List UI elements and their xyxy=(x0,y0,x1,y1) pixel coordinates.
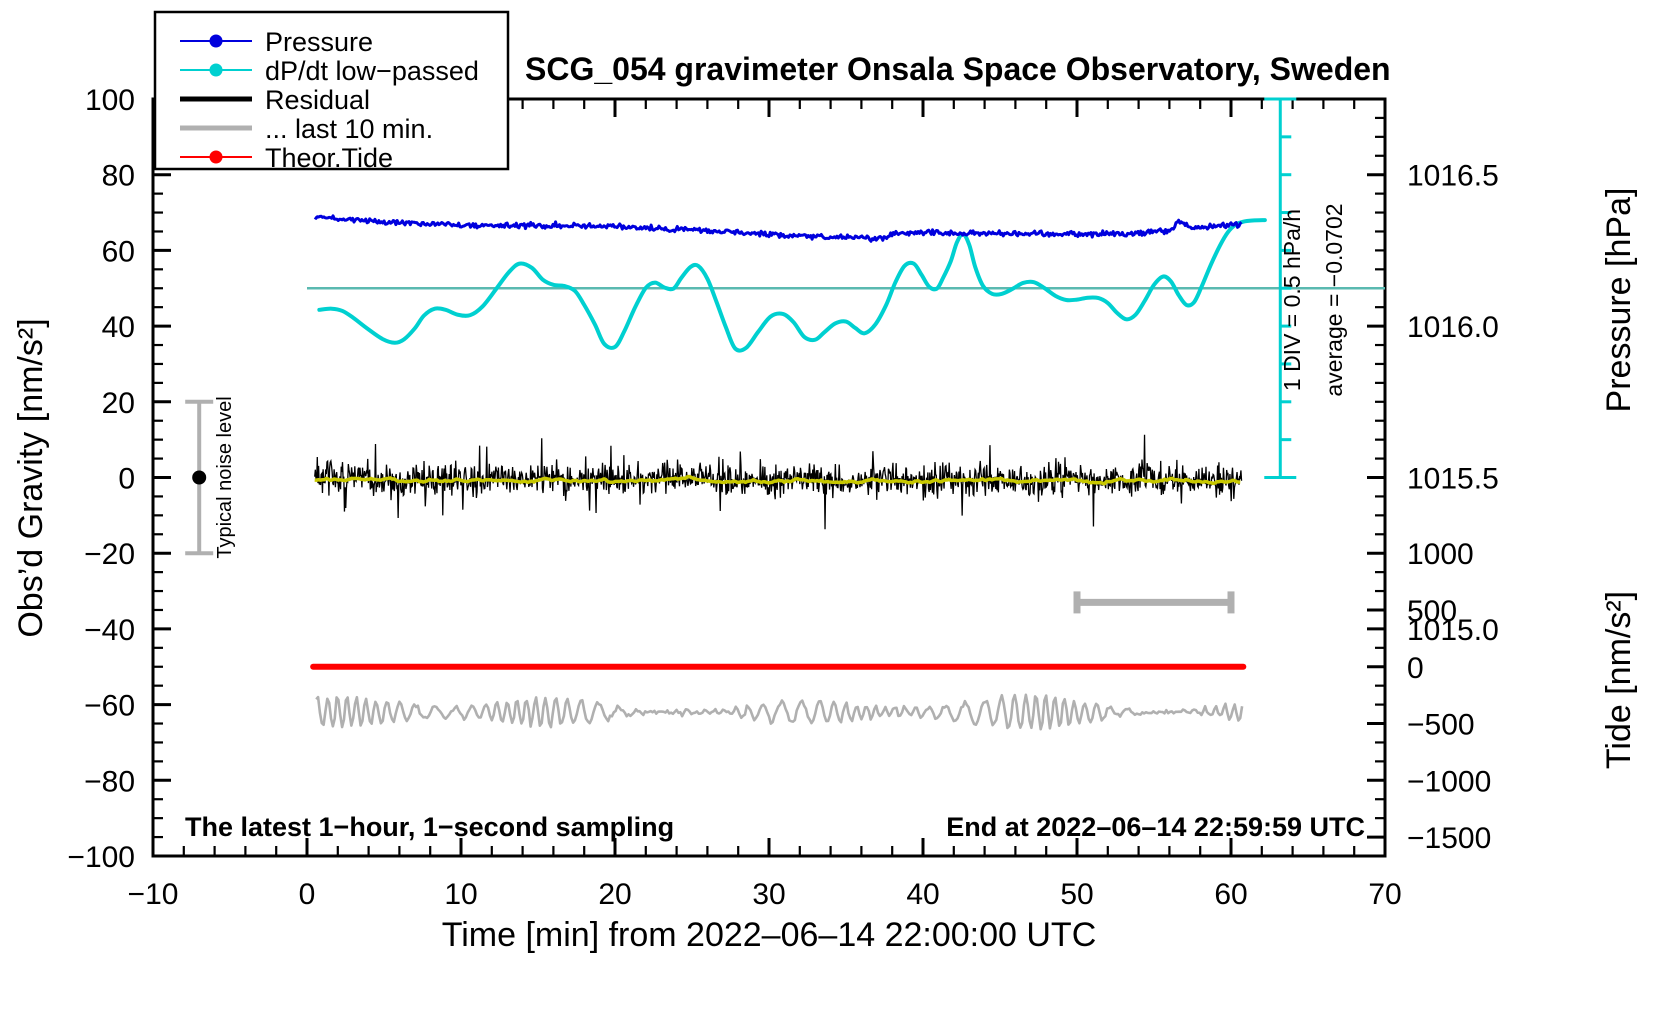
legend-marker xyxy=(209,63,223,77)
y-axis-minor-ticks xyxy=(153,116,163,839)
y-tick-label: 60 xyxy=(102,235,135,268)
div-scale-note: 1 DIV = 0.5 hPa/h xyxy=(1279,209,1305,391)
last-10-min-bracket xyxy=(1073,591,1235,614)
x-tick-label: 20 xyxy=(598,878,631,911)
legend-label-2: dP/dt low−passed xyxy=(265,56,479,86)
legend-marker xyxy=(209,150,223,164)
legend-label-3: Residual xyxy=(265,85,370,115)
x-tick-label: −10 xyxy=(128,878,179,911)
x-axis-tick-labels: −10 0 10 20 30 40 50 60 70 xyxy=(128,878,1402,911)
legend-label-5: Theor.Tide xyxy=(265,143,393,173)
end-time-note: End at 2022–06–14 22:59:59 UTC xyxy=(946,812,1365,842)
y-tick-label: −20 xyxy=(84,538,135,571)
tide-tick-label: 0 xyxy=(1407,652,1424,685)
tide-tick-label: 1000 xyxy=(1407,538,1474,571)
tide-tick-label: −1000 xyxy=(1407,765,1491,798)
right-axis-minor-ticks xyxy=(1375,97,1385,858)
sampling-note: The latest 1−hour, 1−second sampling xyxy=(185,812,674,842)
chart-title: SCG_054 gravimeter Onsala Space Observat… xyxy=(525,51,1391,87)
y-tick-label: −100 xyxy=(67,841,135,874)
dpdt-lowpassed-trace xyxy=(317,218,1267,353)
pressure-tick-label: 1015.5 xyxy=(1407,463,1499,496)
average-note: average = −0.0702 xyxy=(1321,203,1347,396)
tide-axis-title: Tide [nm/s²] xyxy=(1600,591,1638,769)
x-tick-label: 10 xyxy=(444,878,477,911)
pressure-axis-title: Pressure [hPa] xyxy=(1600,188,1638,413)
pressure-trace xyxy=(313,214,1243,243)
y-tick-label: 0 xyxy=(118,463,135,496)
x-axis-title: Time [min] from 2022–06–14 22:00:00 UTC xyxy=(442,916,1097,954)
y-axis-tick-labels: 100 80 60 40 20 0 −20 −40 −60 −80 −100 xyxy=(67,84,135,874)
residual-smoothed-trace xyxy=(314,474,1241,486)
y-axis-title: Obs’d Gravity [nm/s²] xyxy=(12,318,50,637)
pressure-tick-label: 1016.5 xyxy=(1407,160,1499,193)
y-tick-label: −80 xyxy=(84,765,135,798)
pressure-tick-label: 1015.0 xyxy=(1407,614,1499,647)
pressure-tick-label: 1016.0 xyxy=(1407,311,1499,344)
legend-label-1: Pressure xyxy=(265,27,373,57)
y-tick-label: 20 xyxy=(102,387,135,420)
legend-label-4: ... last 10 min. xyxy=(265,114,433,144)
typical-noise-level-label: Typical noise level xyxy=(214,396,236,558)
last-10-min-trace xyxy=(315,693,1244,731)
y-tick-label: −40 xyxy=(84,614,135,647)
tide-tick-label: −500 xyxy=(1407,709,1475,742)
x-tick-label: 50 xyxy=(1060,878,1093,911)
x-tick-label: 60 xyxy=(1214,878,1247,911)
x-tick-label: 0 xyxy=(299,878,316,911)
y-tick-label: 80 xyxy=(102,160,135,193)
pressure-axis-tick-labels: 1016.5 1016.0 1015.5 1015.0 xyxy=(1407,160,1499,647)
y-tick-label: 40 xyxy=(102,311,135,344)
tide-tick-label: −1500 xyxy=(1407,822,1491,855)
data-traces xyxy=(307,214,1385,731)
y-tick-label: −60 xyxy=(84,690,135,723)
dpdt-scale-bar xyxy=(1264,97,1297,479)
tide-axis-tick-labels: 1000 500 0 −500 −1000 −1500 xyxy=(1407,538,1491,855)
tide-tick-label: 500 xyxy=(1407,595,1457,628)
typical-noise-level-marker: Typical noise level xyxy=(185,396,236,559)
x-tick-label: 40 xyxy=(906,878,939,911)
x-tick-label: 30 xyxy=(752,878,785,911)
legend-marker xyxy=(209,34,223,48)
y-tick-label: 100 xyxy=(85,84,135,117)
x-tick-label: 70 xyxy=(1368,878,1401,911)
